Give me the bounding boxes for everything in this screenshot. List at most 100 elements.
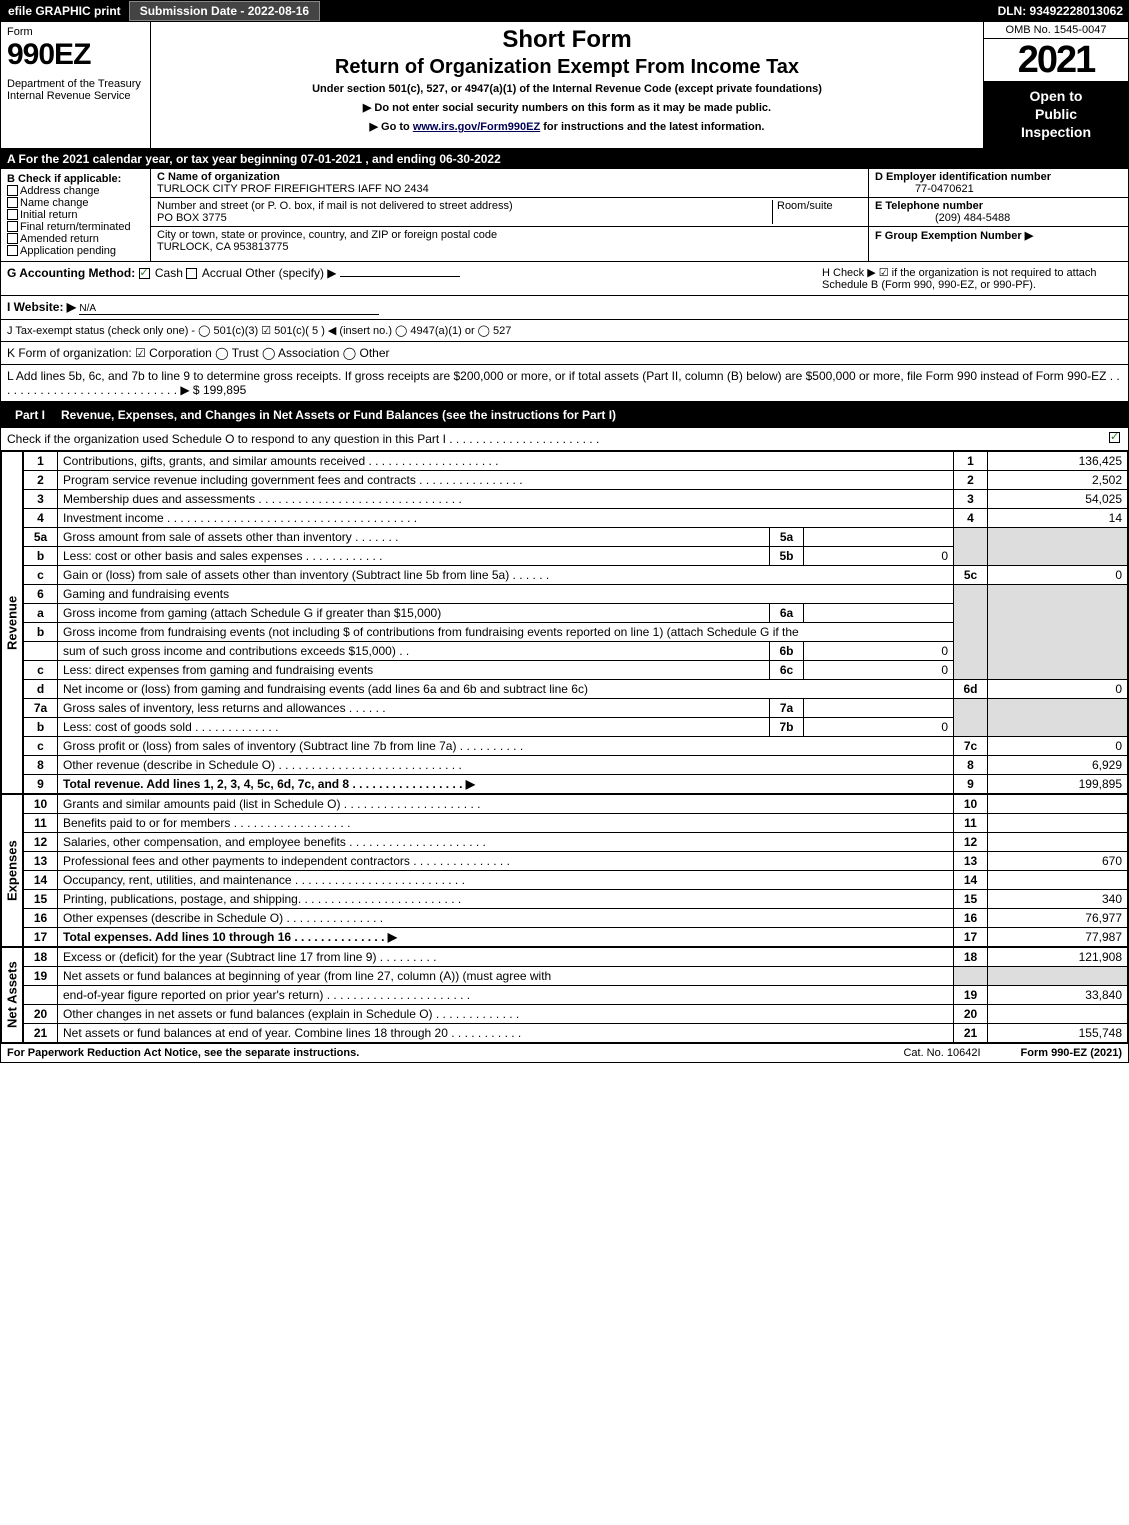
expenses-section: Expenses 10Grants and similar amounts pa… — [0, 794, 1129, 947]
revenue-section: Revenue 1Contributions, gifts, grants, a… — [0, 451, 1129, 794]
top-bar: efile GRAPHIC print Submission Date - 20… — [0, 0, 1129, 22]
identity-section: B Check if applicable: Address change Na… — [0, 169, 1129, 262]
cat-number: Cat. No. 10642I — [903, 1047, 980, 1059]
po-box: PO BOX 3775 — [157, 212, 227, 224]
website-value: N/A — [79, 303, 379, 315]
line-3: 3Membership dues and assessments . . . .… — [24, 489, 1128, 508]
goto-suffix: for instructions and the latest informat… — [540, 121, 764, 133]
short-form-title: Short Form — [159, 26, 975, 54]
address-row: Number and street (or P. O. box, if mail… — [151, 198, 868, 227]
section-c: C Name of organization TURLOCK CITY PROF… — [151, 169, 868, 261]
dept-line-2: Internal Revenue Service — [7, 90, 144, 102]
phone-value: (209) 484-5488 — [875, 212, 1010, 224]
opt-final-return[interactable]: Final return/terminated — [7, 221, 144, 233]
line-5c: cGain or (loss) from sale of assets othe… — [24, 565, 1128, 584]
line-7c: cGross profit or (loss) from sales of in… — [24, 736, 1128, 755]
form-label: Form — [7, 26, 144, 38]
phone-row: E Telephone number (209) 484-5488 — [869, 198, 1128, 227]
ein-value: 77-0470621 — [875, 183, 974, 195]
city-row: City or town, state or province, country… — [151, 227, 868, 255]
line-14: 14Occupancy, rent, utilities, and mainte… — [24, 870, 1128, 889]
opt-name-change[interactable]: Name change — [7, 197, 144, 209]
line-19-1: 19Net assets or fund balances at beginni… — [24, 966, 1128, 985]
info-j: J Tax-exempt status (check only one) - ◯… — [0, 320, 1129, 342]
ein-row: D Employer identification number 77-0470… — [869, 169, 1128, 198]
dln-number: DLN: 93492228013062 — [998, 4, 1129, 18]
line-10: 10Grants and similar amounts paid (list … — [24, 794, 1128, 813]
org-name: TURLOCK CITY PROF FIREFIGHTERS IAFF NO 2… — [157, 183, 429, 195]
form-footer-id: Form 990-EZ (2021) — [1021, 1047, 1122, 1059]
line-9: 9Total revenue. Add lines 1, 2, 3, 4, 5c… — [24, 774, 1128, 793]
line-18: 18Excess or (deficit) for the year (Subt… — [24, 947, 1128, 966]
line-15: 15Printing, publications, postage, and s… — [24, 889, 1128, 908]
form-identifier: Form 990EZ Department of the Treasury In… — [1, 22, 151, 148]
org-name-row: C Name of organization TURLOCK CITY PROF… — [151, 169, 868, 198]
line-17: 17Total expenses. Add lines 10 through 1… — [24, 927, 1128, 946]
form-header: Form 990EZ Department of the Treasury In… — [0, 22, 1129, 149]
line-21: 21Net assets or fund balances at end of … — [24, 1023, 1128, 1042]
section-b: B Check if applicable: Address change Na… — [1, 169, 151, 261]
irs-link[interactable]: www.irs.gov/Form990EZ — [413, 121, 540, 133]
schedule-o-checkbox[interactable] — [1109, 432, 1120, 443]
expenses-label: Expenses — [1, 794, 23, 947]
line-5a: 5aGross amount from sale of assets other… — [24, 527, 1128, 546]
line-20: 20Other changes in net assets or fund ba… — [24, 1004, 1128, 1023]
line-13: 13Professional fees and other payments t… — [24, 851, 1128, 870]
net-assets-section: Net Assets 18Excess or (deficit) for the… — [0, 947, 1129, 1044]
form-title-block: Short Form Return of Organization Exempt… — [151, 22, 983, 148]
line-12: 12Salaries, other compensation, and empl… — [24, 832, 1128, 851]
cash-checkbox[interactable] — [139, 268, 150, 279]
line-h: H Check ▶ ☑ if the organization is not r… — [822, 266, 1122, 291]
opt-amended-return[interactable]: Amended return — [7, 233, 144, 245]
page-footer: For Paperwork Reduction Act Notice, see … — [0, 1044, 1129, 1063]
section-d: D Employer identification number 77-0470… — [868, 169, 1128, 261]
revenue-table: 1Contributions, gifts, grants, and simil… — [23, 451, 1128, 794]
line-6d: dNet income or (loss) from gaming and fu… — [24, 679, 1128, 698]
goto-line: ▶ Go to www.irs.gov/Form990EZ for instru… — [159, 120, 975, 133]
part-tag: Part I — [7, 406, 53, 424]
line-19-2: end-of-year figure reported on prior yea… — [24, 985, 1128, 1004]
line-1: 1Contributions, gifts, grants, and simil… — [24, 451, 1128, 470]
line-4: 4Investment income . . . . . . . . . . .… — [24, 508, 1128, 527]
line-16: 16Other expenses (describe in Schedule O… — [24, 908, 1128, 927]
opt-initial-return[interactable]: Initial return — [7, 209, 144, 221]
section-b-title: B Check if applicable: — [7, 173, 144, 185]
expenses-table: 10Grants and similar amounts paid (list … — [23, 794, 1128, 947]
city-state-zip: TURLOCK, CA 953813775 — [157, 241, 288, 253]
header-right: OMB No. 1545-0047 2021 Open to Public In… — [983, 22, 1128, 148]
info-i: I Website: ▶ N/A — [0, 296, 1129, 320]
subhead: Under section 501(c), 527, or 4947(a)(1)… — [159, 83, 975, 95]
net-assets-table: 18Excess or (deficit) for the year (Subt… — [23, 947, 1128, 1043]
gross-receipts: 199,895 — [203, 383, 246, 397]
net-assets-label: Net Assets — [1, 947, 23, 1043]
room-suite: Room/suite — [772, 200, 862, 224]
line-8: 8Other revenue (describe in Schedule O) … — [24, 755, 1128, 774]
open-inspection: Open to Public Inspection — [984, 81, 1128, 148]
part-1-header: Part I Revenue, Expenses, and Changes in… — [0, 402, 1129, 428]
accrual-checkbox[interactable] — [186, 268, 197, 279]
paperwork-notice: For Paperwork Reduction Act Notice, see … — [7, 1047, 359, 1059]
line-a: A For the 2021 calendar year, or tax yea… — [0, 149, 1129, 169]
main-title: Return of Organization Exempt From Incom… — [159, 56, 975, 79]
info-l: L Add lines 5b, 6c, and 7b to line 9 to … — [0, 365, 1129, 402]
group-exemption-row: F Group Exemption Number ▶ — [869, 227, 1128, 244]
opt-address-change[interactable]: Address change — [7, 185, 144, 197]
revenue-label: Revenue — [1, 451, 23, 794]
info-g-h: G Accounting Method: Cash Accrual Other … — [0, 262, 1129, 296]
tax-year: 2021 — [984, 39, 1128, 81]
part-1-title: Revenue, Expenses, and Changes in Net As… — [61, 408, 616, 422]
goto-prefix: ▶ Go to — [370, 121, 413, 133]
accounting-method-label: G Accounting Method: — [7, 266, 135, 280]
omb-number: OMB No. 1545-0047 — [984, 22, 1128, 39]
opt-application-pending[interactable]: Application pending — [7, 245, 144, 257]
info-k: K Form of organization: ☑ Corporation ◯ … — [0, 342, 1129, 365]
warning-line: ▶ Do not enter social security numbers o… — [159, 101, 975, 114]
part-1-check: Check if the organization used Schedule … — [0, 428, 1129, 451]
line-7a: 7aGross sales of inventory, less returns… — [24, 698, 1128, 717]
form-number: 990EZ — [7, 38, 144, 72]
submission-date: Submission Date - 2022-08-16 — [129, 1, 320, 21]
line-11: 11Benefits paid to or for members . . . … — [24, 813, 1128, 832]
efile-label: efile GRAPHIC print — [0, 4, 129, 18]
line-2: 2Program service revenue including gover… — [24, 470, 1128, 489]
line-6: 6Gaming and fundraising events — [24, 584, 1128, 603]
